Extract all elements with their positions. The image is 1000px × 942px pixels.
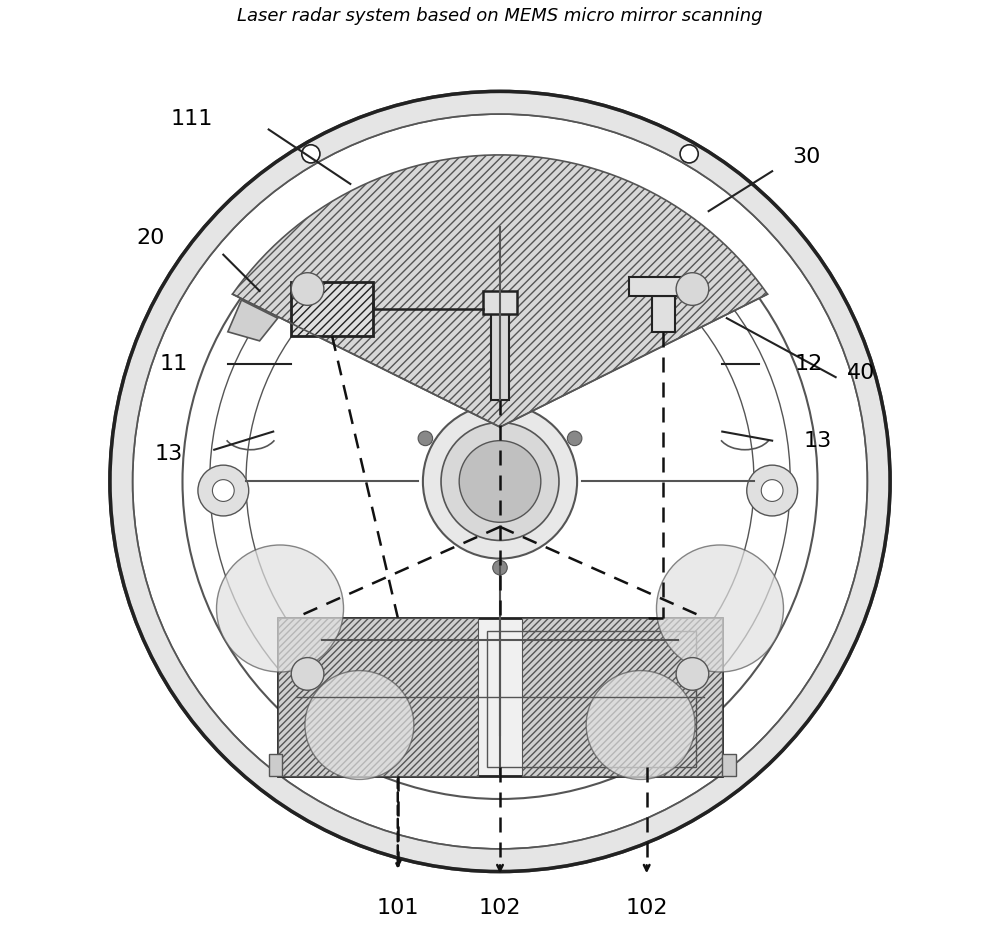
Circle shape xyxy=(423,404,577,559)
Circle shape xyxy=(291,272,324,305)
Circle shape xyxy=(459,441,541,522)
Text: 13: 13 xyxy=(803,430,832,450)
Bar xyxy=(522,618,722,776)
Title: Laser radar system based on MEMS micro mirror scanning: Laser radar system based on MEMS micro m… xyxy=(237,7,763,24)
Circle shape xyxy=(761,479,783,501)
Bar xyxy=(278,618,478,776)
Circle shape xyxy=(586,671,695,779)
Circle shape xyxy=(418,431,433,446)
Bar xyxy=(487,631,696,767)
Circle shape xyxy=(680,145,698,163)
Circle shape xyxy=(676,272,709,305)
Bar xyxy=(278,618,722,776)
Circle shape xyxy=(567,431,582,446)
Circle shape xyxy=(302,145,320,163)
Text: 30: 30 xyxy=(792,147,821,167)
Bar xyxy=(652,296,675,332)
Bar xyxy=(629,277,697,296)
Bar xyxy=(483,291,517,314)
Text: 11: 11 xyxy=(159,353,188,374)
Text: 20: 20 xyxy=(137,228,165,249)
Circle shape xyxy=(747,465,798,516)
Bar xyxy=(269,754,282,776)
Text: 40: 40 xyxy=(847,363,875,382)
Circle shape xyxy=(291,658,324,690)
Text: 13: 13 xyxy=(155,445,183,464)
Bar xyxy=(491,314,509,399)
Circle shape xyxy=(493,560,507,575)
Circle shape xyxy=(305,671,414,779)
Text: 101: 101 xyxy=(377,898,419,918)
Bar xyxy=(291,282,373,336)
Circle shape xyxy=(217,545,344,672)
Text: 12: 12 xyxy=(794,353,823,374)
Circle shape xyxy=(656,545,783,672)
Circle shape xyxy=(441,423,559,541)
Text: 102: 102 xyxy=(479,898,521,918)
Bar xyxy=(722,754,736,776)
PathPatch shape xyxy=(110,91,890,871)
Circle shape xyxy=(212,479,234,501)
Polygon shape xyxy=(232,154,768,427)
Polygon shape xyxy=(228,300,278,341)
Circle shape xyxy=(676,658,709,690)
Text: 102: 102 xyxy=(625,898,668,918)
Circle shape xyxy=(198,465,249,516)
Text: 111: 111 xyxy=(170,108,213,129)
